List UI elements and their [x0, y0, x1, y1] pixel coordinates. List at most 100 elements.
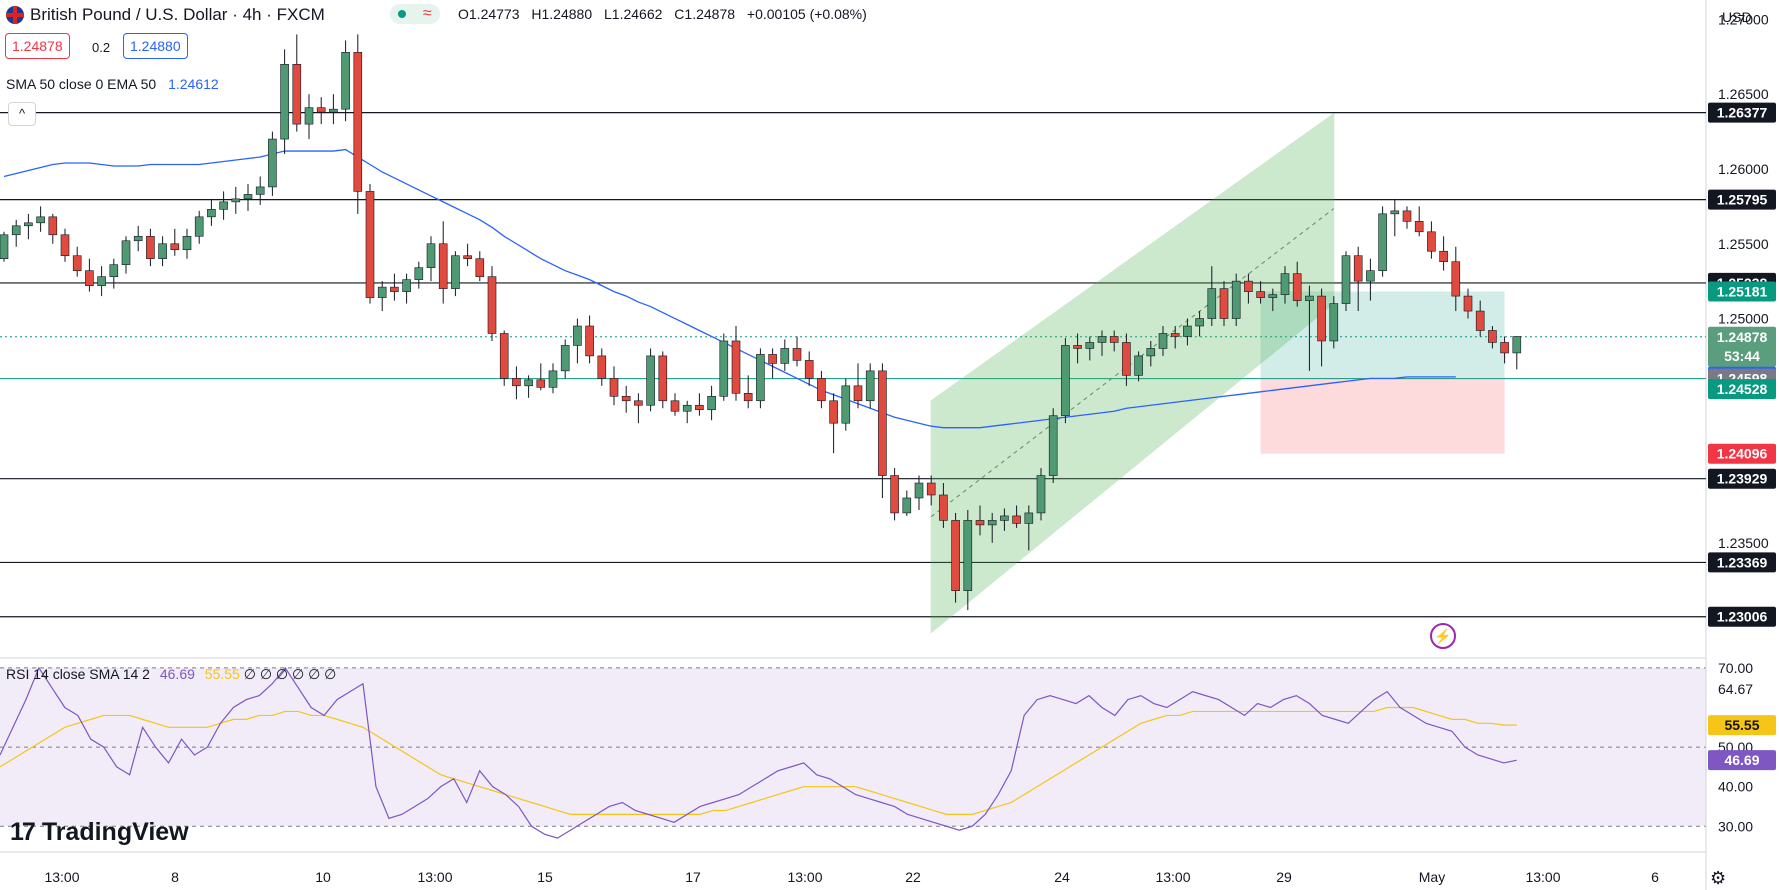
candle-body: [780, 348, 790, 364]
time-tick-label: 13:00: [787, 869, 822, 885]
level-tag-0-text: 1.26377: [1717, 105, 1768, 121]
level-tag-0-bg: [1708, 102, 1776, 123]
candle-body: [1024, 512, 1034, 524]
rsi-legend[interactable]: RSI 14 close SMA 14 2 46.69 55.55 ∅ ∅ ∅ …: [6, 666, 336, 683]
indicator-tag-0-bg: [1708, 281, 1776, 302]
candle-body: [292, 64, 302, 125]
rsi-sma-polyline: [0, 706, 1517, 815]
candle-body: [682, 404, 692, 412]
candle-body: [841, 385, 851, 424]
candle-body: [1073, 345, 1082, 349]
sma-legend[interactable]: SMA 50 close 0 EMA 50 1.24612: [6, 76, 219, 92]
currency-selector[interactable]: USD: [1722, 9, 1752, 25]
candle-body: [280, 64, 289, 140]
candle-body: [524, 379, 533, 387]
candle-body: [548, 370, 558, 388]
candle-body: [1402, 210, 1412, 222]
candle-body: [438, 243, 448, 289]
price-tick-label: 1.26000: [1718, 161, 1769, 177]
level-tag-4-text: 1.23369: [1717, 554, 1768, 570]
candle-body: [1500, 342, 1509, 354]
candle-body: [1244, 280, 1253, 292]
candle-body: [426, 243, 436, 268]
candle-body: [36, 216, 45, 224]
candle-body: [1292, 273, 1302, 301]
candle-body: [1097, 336, 1107, 343]
tradingview-mark-icon: 17: [10, 818, 36, 846]
level-tag-1-bg: [1708, 189, 1776, 210]
time-axis[interactable]: 13:00 8 10 13:00 15 17 13:00 22 24 13:00 29 May 13:0…: [44, 869, 1659, 885]
candle-body: [451, 255, 460, 289]
candle-body: [219, 201, 228, 210]
candle-body: [1427, 231, 1436, 252]
candle-body: [890, 475, 899, 514]
candle-body: [975, 520, 985, 526]
rsi-value-tag-text: 46.69: [1724, 752, 1759, 768]
gear-icon[interactable]: ⚙: [1710, 868, 1727, 888]
price-axis[interactable]: 1.27000 1.26500 1.26000 1.25500 1.25000 1.235…: [1718, 11, 1769, 834]
candle-body: [109, 264, 119, 277]
candle-body: [158, 243, 167, 260]
candle-body: [939, 494, 948, 521]
price-tick-label: 1.23500: [1718, 535, 1769, 551]
candle-body: [646, 355, 655, 406]
tradingview-logo[interactable]: 17 TradingView: [10, 818, 189, 847]
lightning-event-icon[interactable]: ⚡: [1430, 623, 1456, 649]
candle-body: [133, 235, 143, 242]
candle-body: [951, 520, 960, 591]
wave-icon: ≈: [422, 5, 432, 22]
rsi-tick-label: 70.00: [1718, 660, 1753, 676]
candle-body: [0, 234, 9, 260]
candle-body: [1231, 280, 1241, 319]
candle-body: [11, 225, 21, 236]
market-open-dot-icon: [398, 10, 407, 18]
candle-body: [170, 243, 180, 251]
candle-body: [560, 345, 570, 372]
rsi-sma-legend-value: 55.55: [204, 666, 240, 682]
sma-polyline: [3, 148, 1456, 429]
candle-body: [499, 333, 509, 379]
candle-body: [804, 360, 814, 379]
buy-button[interactable]: 1.24880: [123, 33, 188, 59]
candle-body: [743, 392, 753, 402]
candle-body: [231, 198, 241, 203]
time-tick-label: 15: [537, 869, 553, 885]
time-tick-label: 13:00: [44, 869, 79, 885]
candle-body: [48, 216, 58, 236]
time-tick-label: 13:00: [1155, 869, 1190, 885]
candle-body: [377, 286, 387, 298]
candle-body: [597, 355, 607, 379]
change-value: +0.00105 (+0.08%): [746, 6, 867, 22]
candle-body: [512, 378, 521, 387]
candle-body: [756, 354, 765, 402]
market-status-pill[interactable]: ≈: [390, 4, 440, 24]
candle-body: [1366, 270, 1375, 282]
candle-body: [963, 520, 973, 591]
candle-body: [1061, 345, 1070, 417]
candle-body: [926, 482, 936, 496]
candle-body: [670, 400, 680, 412]
sell-button[interactable]: 1.24878: [5, 33, 70, 59]
candle-body: [316, 107, 326, 113]
collapse-legend-button[interactable]: ^: [8, 102, 36, 126]
candle-body: [817, 378, 826, 402]
candle-body: [1268, 294, 1278, 298]
candle-body: [85, 270, 94, 286]
candle-body: [402, 279, 411, 292]
rsi-pane-background: [0, 0, 1707, 890]
candles[interactable]: [0, 34, 1522, 611]
rsi-legend-extra: ∅ ∅ ∅ ∅ ∅ ∅: [243, 666, 337, 682]
candle-body: [609, 378, 619, 397]
candle-body: [268, 138, 277, 188]
candle-body: [1256, 291, 1265, 298]
rsi-sma-tag-bg: [1708, 715, 1776, 736]
level-tag-3-bg: [1708, 468, 1776, 489]
candle-body: [1414, 221, 1424, 233]
indicator-tag-3-bg: [1708, 379, 1776, 400]
symbol-title[interactable]: British Pound / U.S. Dollar · 4h · FXCM: [30, 5, 325, 24]
candle-body: [1109, 336, 1119, 343]
candle-body: [1207, 288, 1217, 319]
candle-body: [865, 370, 875, 402]
candle-body: [1170, 333, 1180, 337]
